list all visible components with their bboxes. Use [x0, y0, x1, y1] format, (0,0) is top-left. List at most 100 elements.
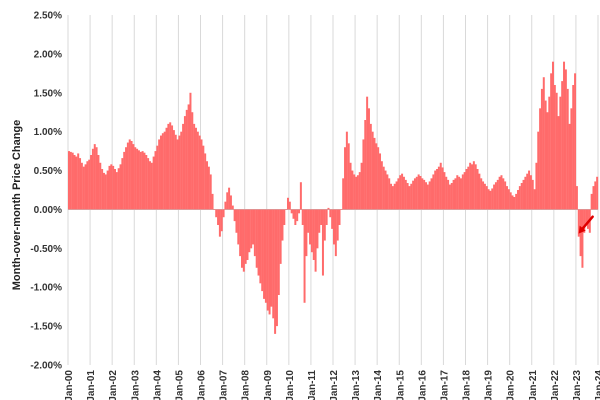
data-bar — [314, 209, 317, 272]
data-bar — [474, 164, 477, 210]
x-tick-label: Jan-20 — [506, 370, 517, 400]
data-bar — [480, 178, 483, 210]
x-tick-label: Jan-14 — [373, 370, 384, 400]
data-bar — [178, 135, 181, 210]
data-bar — [454, 178, 457, 210]
data-bar — [518, 186, 521, 210]
x-tick-label: Jan-09 — [263, 370, 274, 400]
data-bar — [575, 186, 578, 210]
data-bar — [377, 147, 380, 210]
data-bar — [196, 131, 199, 210]
x-tick-label: Jan-00 — [64, 370, 75, 400]
data-bar — [568, 123, 571, 210]
data-bar — [375, 143, 378, 210]
data-bar — [229, 195, 232, 210]
data-bar — [112, 165, 115, 210]
data-bar — [161, 133, 164, 210]
data-bar — [500, 175, 503, 210]
x-tick-label: Jan-19 — [484, 370, 495, 400]
data-bar — [277, 209, 280, 295]
data-bar — [509, 192, 512, 210]
data-bar — [426, 184, 429, 210]
data-bar — [347, 143, 350, 210]
data-bar — [482, 181, 485, 210]
data-bar — [213, 209, 216, 210]
data-bar — [489, 190, 492, 210]
data-bar — [80, 162, 83, 210]
data-bar — [450, 183, 453, 210]
data-bar — [320, 209, 323, 225]
data-bar — [69, 151, 72, 210]
data-bar — [266, 209, 269, 311]
data-bar — [496, 179, 499, 210]
data-bar — [158, 139, 161, 210]
data-bar — [240, 209, 243, 268]
data-bar — [574, 73, 577, 210]
data-bar — [563, 61, 566, 210]
data-bar — [130, 141, 133, 210]
data-bar — [114, 169, 116, 210]
data-bar — [338, 209, 341, 225]
data-bar — [570, 108, 573, 210]
data-bar — [108, 165, 111, 210]
data-bar — [340, 209, 343, 210]
data-bar — [513, 197, 516, 210]
data-bar — [349, 162, 352, 210]
data-bar — [235, 209, 238, 233]
data-bar — [176, 139, 179, 210]
x-tick-label: Jan-21 — [528, 370, 539, 400]
axes: Jan-00 Jan-01 Jan-02 Jan-03 Jan-04 Jan-05 Jan-… — [30, 11, 600, 400]
x-tick-label: Jan-06 — [197, 370, 208, 400]
data-bar — [82, 166, 85, 210]
data-bar — [467, 166, 470, 210]
data-bar — [279, 209, 282, 264]
data-bar — [415, 176, 418, 210]
data-bar — [476, 169, 479, 210]
data-bar — [447, 179, 450, 210]
data-bar — [224, 201, 227, 210]
data-bar — [445, 176, 448, 210]
x-tick-label: Jan-04 — [152, 370, 163, 400]
data-bar — [596, 176, 599, 210]
data-bar — [274, 209, 277, 334]
data-bar — [259, 209, 262, 284]
data-bar — [362, 139, 365, 210]
data-bar — [248, 209, 251, 253]
data-bar — [156, 145, 159, 210]
data-bar — [283, 209, 286, 225]
data-bar — [401, 173, 404, 210]
data-bar — [533, 189, 536, 210]
data-bar — [494, 182, 497, 210]
data-bar — [119, 164, 122, 210]
data-bar — [434, 170, 437, 210]
data-bar — [303, 209, 306, 303]
data-bar — [136, 148, 139, 210]
data-bar — [270, 209, 273, 307]
data-bar — [520, 183, 523, 210]
data-bar — [550, 73, 553, 210]
data-bar — [272, 209, 275, 319]
data-bar — [566, 88, 569, 210]
data-bar — [410, 183, 413, 210]
data-bar — [209, 174, 212, 210]
x-tick-label: Jan-12 — [329, 370, 340, 400]
data-bar — [428, 181, 431, 210]
data-bar — [171, 125, 174, 210]
data-bar — [443, 172, 446, 210]
data-bar — [472, 161, 475, 210]
data-bar — [73, 155, 76, 210]
data-bar — [458, 176, 461, 210]
data-bar — [84, 164, 87, 210]
data-bar — [141, 151, 144, 210]
data-bar — [487, 189, 490, 210]
data-bar — [353, 174, 356, 210]
data-bar — [373, 137, 376, 210]
data-bar — [102, 172, 105, 210]
data-bar — [154, 151, 157, 210]
data-bar — [425, 182, 427, 210]
data-bar — [382, 166, 385, 210]
data-bar — [226, 192, 229, 210]
data-bar — [246, 209, 249, 260]
data-bar — [559, 96, 562, 210]
data-bar — [483, 183, 486, 210]
